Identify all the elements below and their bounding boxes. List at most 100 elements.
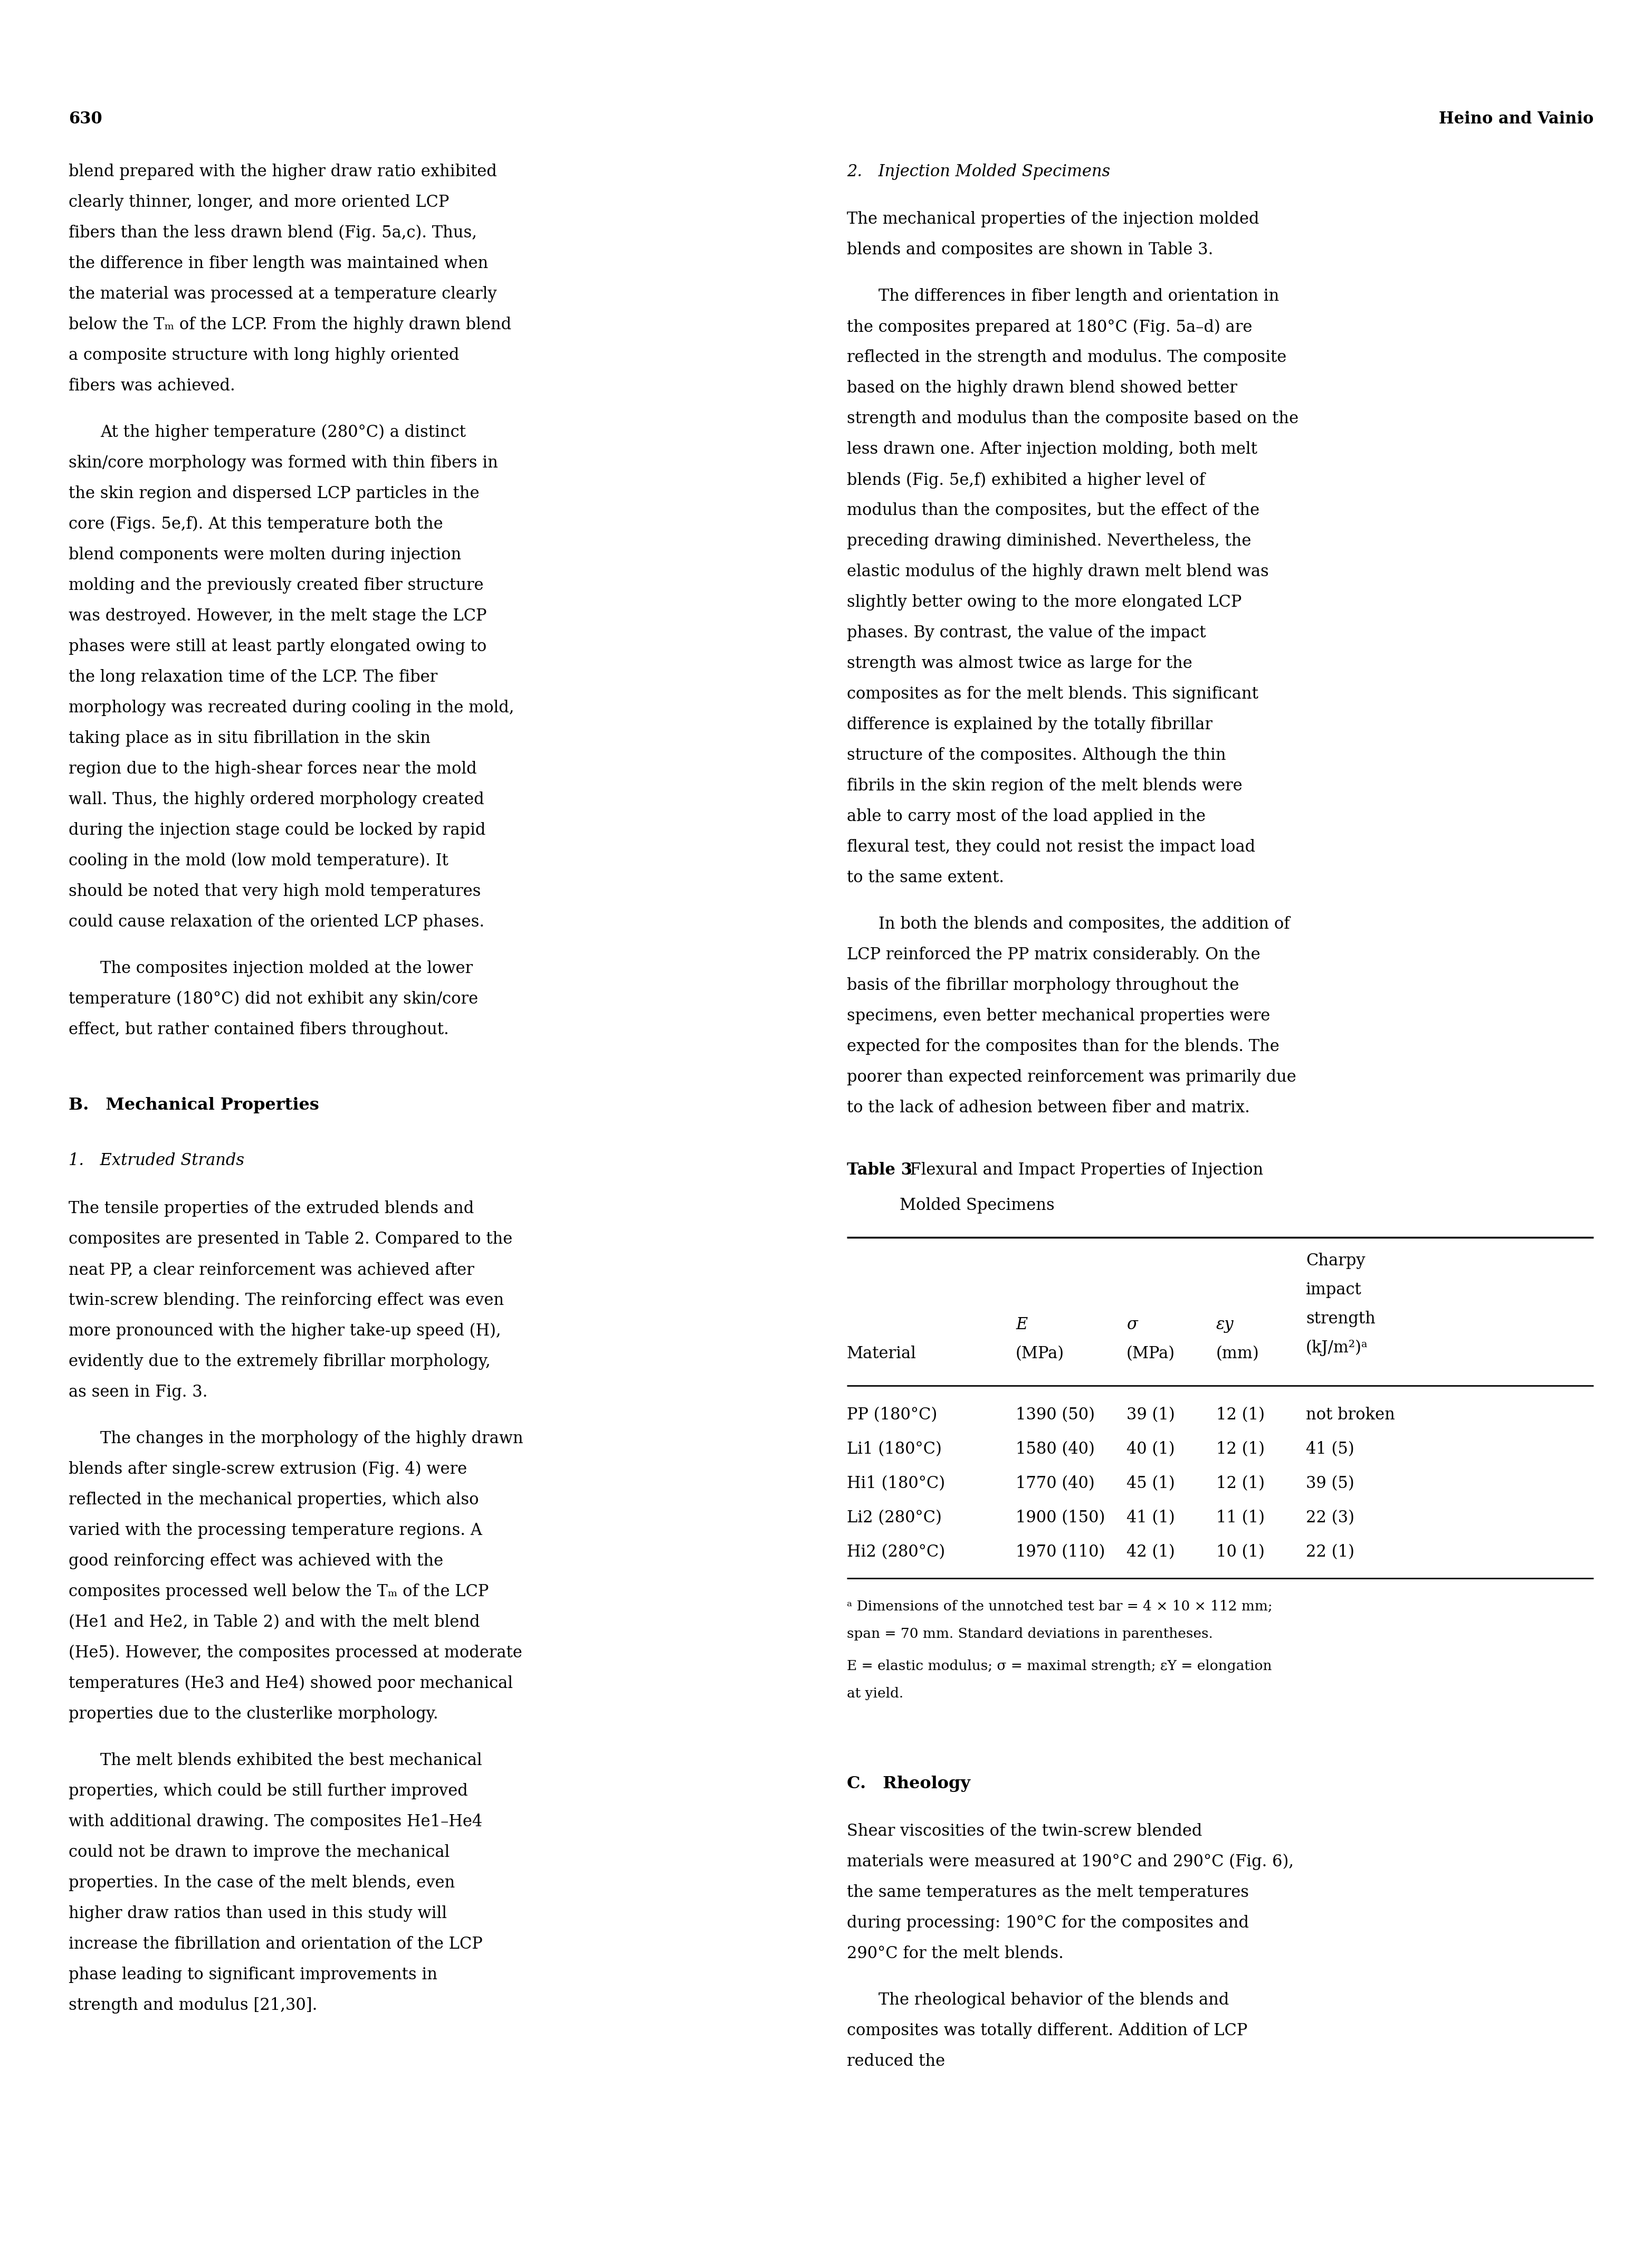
Text: temperature (180°C) did not exhibit any skin/core: temperature (180°C) did not exhibit any … (69, 991, 477, 1008)
Text: 630: 630 (69, 110, 102, 128)
Text: effect, but rather contained fibers throughout.: effect, but rather contained fibers thro… (69, 1022, 449, 1038)
Text: phase leading to significant improvements in: phase leading to significant improvement… (69, 1968, 438, 1983)
Text: The tensile properties of the extruded blends and: The tensile properties of the extruded b… (69, 1201, 474, 1217)
Text: cooling in the mold (low mold temperature). It: cooling in the mold (low mold temperatur… (69, 854, 448, 870)
Text: could not be drawn to improve the mechanical: could not be drawn to improve the mechan… (69, 1844, 449, 1860)
Text: The composites injection molded at the lower: The composites injection molded at the l… (101, 961, 472, 977)
Text: with additional drawing. The composites He1–He4: with additional drawing. The composites … (69, 1813, 482, 1831)
Text: σ: σ (1127, 1318, 1138, 1333)
Text: strength and modulus [21,30].: strength and modulus [21,30]. (69, 1997, 317, 2012)
Text: 22 (3): 22 (3) (1305, 1510, 1355, 1526)
Text: (kJ/m²)ᵃ: (kJ/m²)ᵃ (1305, 1340, 1368, 1356)
Text: 1. Extruded Strands: 1. Extruded Strands (69, 1152, 244, 1170)
Text: impact: impact (1305, 1282, 1361, 1298)
Text: higher draw ratios than used in this study will: higher draw ratios than used in this stu… (69, 1905, 448, 1921)
Text: increase the fibrillation and orientation of the LCP: increase the fibrillation and orientatio… (69, 1936, 482, 1952)
Text: preceding drawing diminished. Nevertheless, the: preceding drawing diminished. Neverthele… (847, 533, 1251, 549)
Text: Charpy: Charpy (1305, 1253, 1365, 1268)
Text: could cause relaxation of the oriented LCP phases.: could cause relaxation of the oriented L… (69, 914, 484, 930)
Text: the same temperatures as the melt temperatures: the same temperatures as the melt temper… (847, 1885, 1249, 1900)
Text: Li1 (180°C): Li1 (180°C) (847, 1441, 942, 1457)
Text: twin-screw blending. The reinforcing effect was even: twin-screw blending. The reinforcing eff… (69, 1293, 504, 1309)
Text: blend prepared with the higher draw ratio exhibited: blend prepared with the higher draw rati… (69, 164, 497, 179)
Text: blends and composites are shown in Table 3.: blends and composites are shown in Table… (847, 242, 1213, 258)
Text: phases. By contrast, the value of the impact: phases. By contrast, the value of the im… (847, 625, 1206, 641)
Text: the composites prepared at 180°C (Fig. 5a–d) are: the composites prepared at 180°C (Fig. 5… (847, 318, 1252, 336)
Text: Hi1 (180°C): Hi1 (180°C) (847, 1475, 945, 1493)
Text: Molded Specimens: Molded Specimens (900, 1197, 1054, 1215)
Text: E = elastic modulus; σ = maximal strength; εY = elongation: E = elastic modulus; σ = maximal strengt… (847, 1661, 1272, 1672)
Text: neat PP, a clear reinforcement was achieved after: neat PP, a clear reinforcement was achie… (69, 1262, 474, 1277)
Text: phases were still at least partly elongated owing to: phases were still at least partly elonga… (69, 639, 487, 654)
Text: fibrils in the skin region of the melt blends were: fibrils in the skin region of the melt b… (847, 778, 1242, 793)
Text: The melt blends exhibited the best mechanical: The melt blends exhibited the best mecha… (101, 1752, 482, 1768)
Text: 41 (1): 41 (1) (1127, 1510, 1175, 1526)
Text: The rheological behavior of the blends and: The rheological behavior of the blends a… (879, 1992, 1229, 2008)
Text: The differences in fiber length and orientation in: The differences in fiber length and orie… (879, 289, 1279, 305)
Text: 40 (1): 40 (1) (1127, 1441, 1175, 1457)
Text: good reinforcing effect was achieved with the: good reinforcing effect was achieved wit… (69, 1553, 443, 1569)
Text: to the same extent.: to the same extent. (847, 870, 1004, 885)
Text: 2. Injection Molded Specimens: 2. Injection Molded Specimens (847, 164, 1110, 179)
Text: not broken: not broken (1305, 1407, 1394, 1423)
Text: Heino and Vainio: Heino and Vainio (1439, 110, 1594, 128)
Text: Li2 (280°C): Li2 (280°C) (847, 1510, 942, 1526)
Text: composites processed well below the Tₘ of the LCP: composites processed well below the Tₘ o… (69, 1584, 489, 1600)
Text: as seen in Fig. 3.: as seen in Fig. 3. (69, 1385, 208, 1401)
Text: evidently due to the extremely fibrillar morphology,: evidently due to the extremely fibrillar… (69, 1354, 491, 1369)
Text: The mechanical properties of the injection molded: The mechanical properties of the injecti… (847, 211, 1259, 229)
Text: 290°C for the melt blends.: 290°C for the melt blends. (847, 1945, 1064, 1961)
Text: In both the blends and composites, the addition of: In both the blends and composites, the a… (879, 917, 1290, 932)
Text: 1390 (50): 1390 (50) (1016, 1407, 1095, 1423)
Text: elastic modulus of the highly drawn melt blend was: elastic modulus of the highly drawn melt… (847, 565, 1269, 580)
Text: 41 (5): 41 (5) (1305, 1441, 1355, 1457)
Text: span = 70 mm. Standard deviations in parentheses.: span = 70 mm. Standard deviations in par… (847, 1627, 1213, 1640)
Text: a composite structure with long highly oriented: a composite structure with long highly o… (69, 347, 459, 363)
Text: 12 (1): 12 (1) (1216, 1407, 1265, 1423)
Text: modulus than the composites, but the effect of the: modulus than the composites, but the eff… (847, 502, 1259, 520)
Text: C. Rheology: C. Rheology (847, 1775, 970, 1793)
Text: during the injection stage could be locked by rapid: during the injection stage could be lock… (69, 822, 486, 838)
Text: 39 (1): 39 (1) (1127, 1407, 1175, 1423)
Text: wall. Thus, the highly ordered morphology created: wall. Thus, the highly ordered morpholog… (69, 791, 484, 807)
Text: 22 (1): 22 (1) (1305, 1544, 1355, 1560)
Text: 1770 (40): 1770 (40) (1016, 1475, 1095, 1493)
Text: reflected in the mechanical properties, which also: reflected in the mechanical properties, … (69, 1493, 479, 1508)
Text: Material: Material (847, 1347, 917, 1363)
Text: specimens, even better mechanical properties were: specimens, even better mechanical proper… (847, 1008, 1270, 1024)
Text: slightly better owing to the more elongated LCP: slightly better owing to the more elonga… (847, 594, 1242, 612)
Text: 1970 (110): 1970 (110) (1016, 1544, 1105, 1560)
Text: at yield.: at yield. (847, 1687, 904, 1701)
Text: Hi2 (280°C): Hi2 (280°C) (847, 1544, 945, 1560)
Text: molding and the previously created fiber structure: molding and the previously created fiber… (69, 578, 484, 594)
Text: reflected in the strength and modulus. The composite: reflected in the strength and modulus. T… (847, 350, 1287, 365)
Text: more pronounced with the higher take-up speed (H),: more pronounced with the higher take-up … (69, 1322, 501, 1340)
Text: was destroyed. However, in the melt stage the LCP: was destroyed. However, in the melt stag… (69, 607, 487, 625)
Text: temperatures (He3 and He4) showed poor mechanical: temperatures (He3 and He4) showed poor m… (69, 1676, 512, 1692)
Text: (MPa): (MPa) (1127, 1347, 1175, 1363)
Text: 12 (1): 12 (1) (1216, 1441, 1265, 1457)
Text: (mm): (mm) (1216, 1347, 1259, 1363)
Text: 11 (1): 11 (1) (1216, 1510, 1265, 1526)
Text: during processing: 190°C for the composites and: during processing: 190°C for the composi… (847, 1914, 1249, 1932)
Text: 42 (1): 42 (1) (1127, 1544, 1175, 1560)
Text: skin/core morphology was formed with thin fibers in: skin/core morphology was formed with thi… (69, 455, 497, 471)
Text: the difference in fiber length was maintained when: the difference in fiber length was maint… (69, 255, 489, 271)
Text: clearly thinner, longer, and more oriented LCP: clearly thinner, longer, and more orient… (69, 195, 449, 211)
Text: ᵃ Dimensions of the unnotched test bar = 4 × 10 × 112 mm;: ᵃ Dimensions of the unnotched test bar =… (847, 1600, 1272, 1614)
Text: less drawn one. After injection molding, both melt: less drawn one. After injection molding,… (847, 441, 1257, 457)
Text: to the lack of adhesion between fiber and matrix.: to the lack of adhesion between fiber an… (847, 1100, 1251, 1116)
Text: should be noted that very high mold temperatures: should be noted that very high mold temp… (69, 883, 481, 899)
Text: properties due to the clusterlike morphology.: properties due to the clusterlike morpho… (69, 1705, 438, 1721)
Text: The changes in the morphology of the highly drawn: The changes in the morphology of the hig… (101, 1430, 524, 1448)
Text: composites are presented in Table 2. Compared to the: composites are presented in Table 2. Com… (69, 1230, 512, 1248)
Text: Shear viscosities of the twin-screw blended: Shear viscosities of the twin-screw blen… (847, 1824, 1203, 1840)
Text: (He5). However, the composites processed at moderate: (He5). However, the composites processed… (69, 1645, 522, 1661)
Text: properties, which could be still further improved: properties, which could be still further… (69, 1784, 468, 1800)
Text: B. Mechanical Properties: B. Mechanical Properties (69, 1098, 319, 1114)
Text: Table 3: Table 3 (847, 1163, 912, 1179)
Text: εy: εy (1216, 1318, 1234, 1333)
Text: below the Tₘ of the LCP. From the highly drawn blend: below the Tₘ of the LCP. From the highly… (69, 316, 512, 334)
Text: structure of the composites. Although the thin: structure of the composites. Although th… (847, 748, 1226, 764)
Text: composites as for the melt blends. This significant: composites as for the melt blends. This … (847, 686, 1259, 701)
